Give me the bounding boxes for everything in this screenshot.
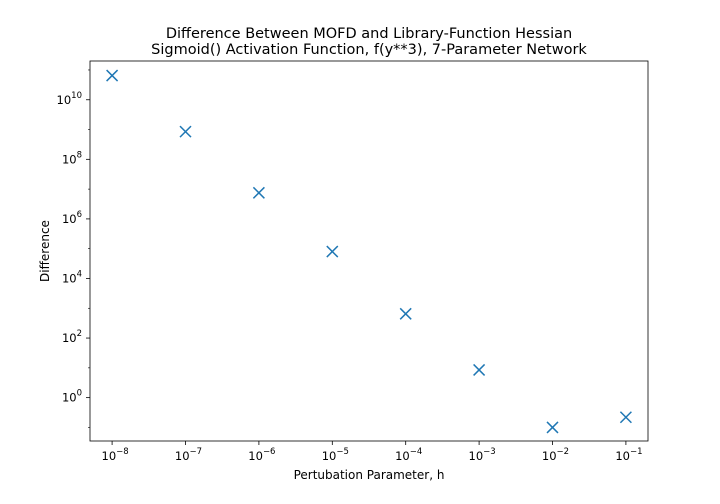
x-tick-label: 10−8 <box>102 447 129 463</box>
y-tick-label: 106 <box>62 210 82 226</box>
data-point <box>326 245 339 258</box>
data-point <box>106 69 119 82</box>
x-axis-ticks: 10−8 10−7 10−6 10−5 10−4 10−3 10−2 10−1 <box>102 441 642 463</box>
y-tick-label: 104 <box>62 269 82 285</box>
x-tick-label: 10−7 <box>175 447 202 463</box>
y-tick-label: 108 <box>62 150 82 166</box>
y-axis-ticks: 100 102 104 106 108 1010 <box>57 91 90 405</box>
chart-title: Difference Between MOFD and Library-Func… <box>166 26 572 42</box>
x-axis-label: Pertubation Parameter, h <box>294 468 445 482</box>
y-tick-label: 102 <box>62 329 82 345</box>
y-tick-label: 100 <box>62 389 82 405</box>
data-point <box>179 125 192 138</box>
chart-subtitle: Sigmoid() Activation Function, f(y**3), … <box>151 42 587 58</box>
data-point <box>546 421 559 434</box>
y-axis-label: Difference <box>38 220 52 282</box>
data-markers <box>106 69 632 434</box>
data-point <box>619 411 632 424</box>
x-tick-label: 10−4 <box>395 447 422 463</box>
data-point <box>473 363 486 376</box>
x-tick-label: 10−6 <box>248 447 275 463</box>
x-tick-label: 10−3 <box>469 447 496 463</box>
y-minor-ticks <box>88 69 90 428</box>
x-tick-label: 10−2 <box>542 447 569 463</box>
plot-area <box>89 60 649 442</box>
y-tick-label: 1010 <box>57 91 82 107</box>
data-point <box>252 186 265 199</box>
x-tick-label: 10−1 <box>615 447 642 463</box>
x-tick-label: 10−5 <box>322 447 349 463</box>
data-point <box>399 307 412 320</box>
